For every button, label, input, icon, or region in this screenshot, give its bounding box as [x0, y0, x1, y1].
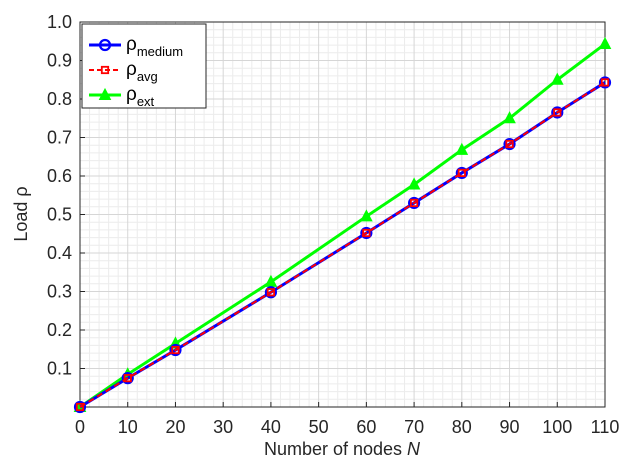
- data-point-medium: [121, 372, 134, 385]
- data-point-medium: [598, 76, 612, 89]
- legend-label: ρavg: [126, 59, 158, 84]
- x-tick-label: 50: [309, 417, 329, 437]
- legend-entry-ext: ρext: [89, 84, 155, 109]
- x-axis-label: Number of nodes N: [264, 439, 421, 459]
- x-tick-label: 20: [165, 417, 185, 437]
- legend-marker: [98, 38, 112, 52]
- data-point-avg: [553, 108, 562, 117]
- y-tick-label: 0.1: [47, 359, 72, 379]
- data-point-medium: [503, 137, 516, 151]
- data-point-avg: [505, 139, 514, 149]
- data-point-avg: [123, 374, 132, 383]
- x-tick-label: 30: [213, 417, 233, 437]
- data-point-avg: [457, 168, 466, 178]
- data-point-ext: [550, 72, 564, 85]
- x-tick-label: 100: [542, 417, 572, 437]
- data-point-ext: [503, 111, 516, 124]
- data-point-avg: [266, 288, 276, 297]
- plot-frame: [79, 21, 606, 408]
- y-tick-label: 0.2: [47, 320, 72, 340]
- x-tick-label: 10: [118, 417, 138, 437]
- x-tick-label: 40: [261, 417, 281, 437]
- series-line-avg: [79, 81, 606, 408]
- y-tick-label: 0.6: [47, 166, 72, 186]
- series-layer: [73, 36, 612, 414]
- y-tick-label: 0.7: [47, 128, 72, 148]
- data-point-medium: [360, 226, 373, 240]
- legend-entry-avg: ρavg: [89, 59, 158, 84]
- data-point-medium: [407, 196, 421, 210]
- legend-label: ρmedium: [126, 34, 183, 59]
- data-point-medium: [551, 106, 564, 119]
- x-tick-labels: 0 10 20 30 40 50 60 70 80 90 100 110: [75, 417, 619, 437]
- data-point-medium: [169, 343, 182, 357]
- data-point-avg: [171, 345, 180, 355]
- y-tick-label: 0.4: [47, 243, 72, 263]
- y-tick-label: 0.3: [47, 282, 72, 302]
- y-axis-label: Load ρ: [11, 186, 31, 241]
- x-tick-label: 90: [500, 417, 520, 437]
- y-tick-labels: 0.1 0.2 0.3 0.4 0.5 0.6 0.7 0.8 0.9 1.0: [47, 12, 72, 379]
- y-tick-label: 1.0: [47, 12, 72, 32]
- data-point-avg: [409, 198, 419, 208]
- data-point-ext: [360, 209, 373, 222]
- x-tick-label: 60: [356, 417, 376, 437]
- legend-marker: [100, 65, 110, 75]
- x-tick-label: 70: [404, 417, 424, 437]
- legend-label: ρext: [126, 84, 155, 109]
- x-tick-label: 110: [591, 417, 620, 437]
- data-point-ext: [407, 177, 421, 190]
- data-point-ext: [455, 142, 469, 155]
- data-point-ext: [598, 36, 612, 49]
- data-point-medium: [73, 400, 87, 414]
- y-tick-label: 0.5: [47, 205, 72, 225]
- legend-marker: [98, 87, 112, 100]
- y-tick-label: 0.9: [47, 51, 72, 71]
- y-tick-label: 0.8: [47, 89, 72, 109]
- x-tick-label: 0: [75, 417, 85, 437]
- data-point-avg: [600, 78, 610, 87]
- data-point-medium: [455, 166, 468, 180]
- series-avg: [75, 78, 610, 412]
- data-point-avg: [362, 228, 371, 238]
- data-point-medium: [264, 286, 278, 299]
- x-tick-label: 80: [452, 417, 472, 437]
- data-point-avg: [75, 402, 85, 412]
- series-line-ext: [79, 42, 606, 409]
- legend-entry-medium: ρmedium: [89, 34, 183, 59]
